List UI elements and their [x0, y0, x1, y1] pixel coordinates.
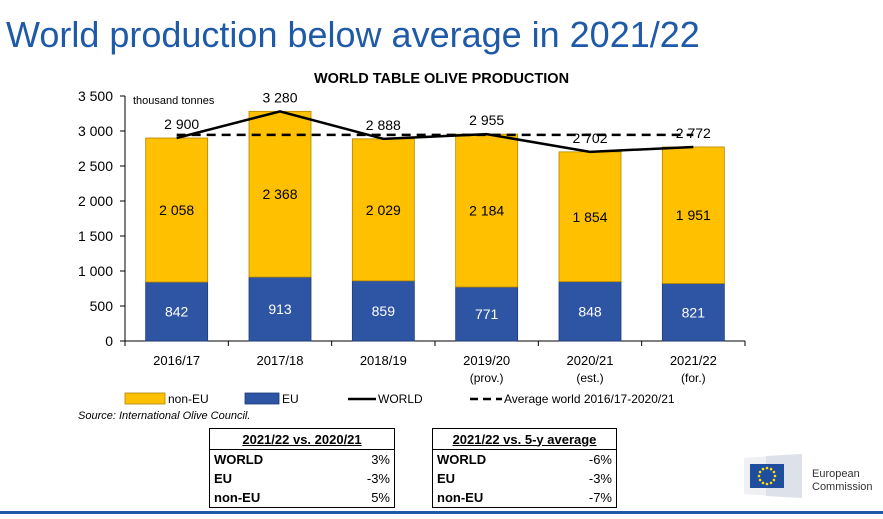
legend-label-world: WORLD — [378, 392, 423, 406]
y-tick-label: 0 — [105, 333, 113, 349]
comparison-table-previous-year: 2021/22 vs. 2020/21 WORLD 3% EU -3% non-… — [208, 428, 395, 508]
table-row: non-EU -7% — [432, 488, 618, 508]
table-row: EU -3% — [432, 469, 618, 488]
y-tick-label: 1 500 — [78, 228, 113, 244]
bar-non-eu — [145, 137, 209, 283]
x-tick-label: 2018/19 — [360, 353, 407, 368]
y-tick-label: 3 000 — [78, 123, 113, 139]
row-value: -6% — [551, 449, 618, 469]
bar-eu-value-label: 842 — [165, 304, 189, 320]
stacked-bar-chart: 0 500 1 000 1 500 2 000 2 500 3 000 3 500 thousa… — [78, 88, 746, 406]
bar-non-eu — [558, 151, 622, 283]
eu-flag-star — [758, 470, 762, 474]
bar-eu-value-label: 848 — [578, 303, 602, 319]
table-header: 2021/22 vs. 2020/21 — [209, 428, 395, 450]
eu-flag-star — [765, 482, 769, 486]
bar-eu — [145, 281, 209, 342]
y-tick-label: 500 — [90, 298, 114, 314]
eu-flag-star — [761, 481, 765, 485]
y-tick-label: 2 500 — [78, 158, 113, 174]
chart-title: WORLD TABLE OLIVE PRODUCTION — [313, 71, 570, 87]
bar-non-eu-value-label: 1 951 — [676, 207, 711, 223]
world-value-label: 2 955 — [469, 112, 504, 128]
row-value: -7% — [551, 488, 618, 508]
logo-text-line2: Commission — [812, 481, 873, 493]
legend-label-non-eu: non-EU — [168, 392, 209, 406]
world-value-label: 2 900 — [164, 116, 199, 132]
y-tick-label: 3 500 — [78, 88, 113, 104]
eu-flag-star — [772, 470, 776, 474]
ec-emblem-icon — [744, 454, 802, 498]
bar-non-eu-value-label: 2 029 — [366, 202, 401, 218]
x-tick-label: 2021/22 — [670, 353, 717, 368]
table-row: EU -3% — [208, 469, 395, 488]
world-value-label: 2 772 — [676, 125, 711, 141]
x-tick-label: 2016/17 — [153, 353, 200, 368]
world-value-label: 2 888 — [366, 117, 401, 133]
x-tick-sublabel: (est.) — [576, 371, 603, 385]
world-value-label: 3 280 — [262, 89, 297, 105]
row-label: WORLD — [432, 449, 552, 469]
logo-text-line1: European — [812, 468, 860, 480]
x-tick-label: 2020/21 — [567, 353, 614, 368]
x-tick-label: 2019/20 — [463, 353, 510, 368]
bar-eu-value-label: 771 — [475, 306, 499, 322]
bar-eu-value-label: 913 — [268, 301, 292, 317]
source-note: Source: International Olive Council. — [78, 410, 251, 422]
unit-label: thousand tonnes — [133, 95, 215, 107]
bar-eu-value-label: 821 — [682, 304, 706, 320]
table-header: 2021/22 vs. 5-y average — [432, 428, 617, 450]
footer-rule — [0, 511, 883, 514]
bar-non-eu — [455, 133, 519, 288]
legend-label-average: Average world 2016/17-2020/21 — [504, 392, 675, 406]
slide-title: World production below average in 2021/2… — [6, 14, 700, 55]
row-value: -3% — [551, 469, 618, 488]
bar-non-eu-value-label: 2 184 — [469, 203, 504, 219]
bar-non-eu-value-label: 2 368 — [262, 186, 297, 202]
legend-swatch-non-eu — [124, 392, 166, 405]
bar-non-eu-value-label: 2 058 — [159, 202, 194, 218]
legend-label-eu: EU — [282, 392, 299, 406]
world-value-label: 2 702 — [572, 130, 607, 146]
table-row: WORLD 3% — [208, 449, 395, 469]
eu-flag-star — [769, 481, 773, 485]
row-label: EU — [208, 469, 329, 488]
x-tick-sublabel: (for.) — [681, 371, 706, 385]
x-tick-label: 2017/18 — [257, 353, 304, 368]
x-tick-sublabel: (prov.) — [470, 371, 504, 385]
bar-eu — [351, 280, 415, 342]
row-label: EU — [432, 469, 552, 488]
row-label: non-EU — [208, 488, 329, 508]
row-value: 5% — [328, 488, 395, 508]
legend-swatch-eu — [244, 392, 280, 405]
eu-flag-star — [758, 478, 762, 482]
row-label: non-EU — [432, 488, 552, 508]
bar-eu — [248, 276, 312, 342]
comparison-table-5y-average: 2021/22 vs. 5-y average WORLD -6% EU -3%… — [432, 428, 618, 508]
eu-flag-star — [757, 474, 761, 478]
bar-eu — [661, 283, 725, 342]
bar-eu — [455, 286, 519, 342]
y-tick-label: 2 000 — [78, 193, 113, 209]
table-row: WORLD -6% — [432, 449, 618, 469]
bar-non-eu — [661, 146, 725, 284]
bar-eu-value-label: 859 — [372, 303, 396, 319]
eu-flag-star — [769, 467, 773, 471]
eu-flag-star — [773, 474, 777, 478]
y-tick-label: 1 000 — [78, 263, 113, 279]
eu-flag-star — [761, 467, 765, 471]
row-value: 3% — [328, 449, 395, 469]
bar-non-eu-value-label: 1 854 — [572, 209, 607, 225]
bar-non-eu — [248, 110, 312, 278]
eu-flag-star — [772, 478, 776, 482]
bar-non-eu — [351, 138, 415, 282]
eu-flag-star — [765, 466, 769, 470]
table-row: non-EU 5% — [208, 488, 395, 508]
world-line — [176, 110, 694, 154]
row-value: -3% — [328, 469, 395, 488]
row-label: WORLD — [208, 449, 329, 469]
